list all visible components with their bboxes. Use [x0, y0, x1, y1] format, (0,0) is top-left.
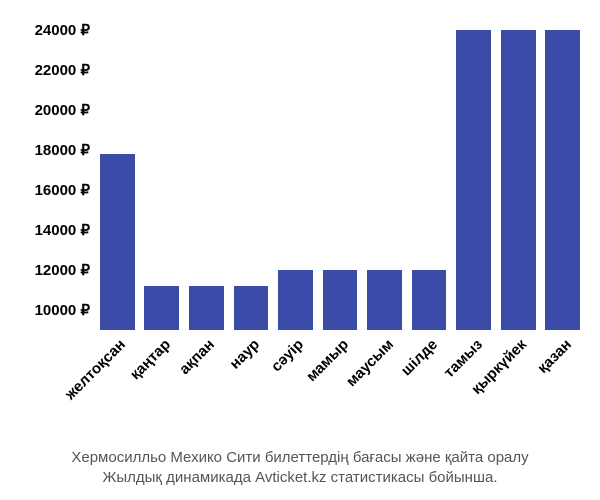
caption-line-1: Хермосилльо Мехико Сити билеттердің баға… [10, 448, 590, 468]
bar [189, 286, 224, 330]
bar [323, 270, 358, 330]
x-axis-labels: желтоқсанқаңтарақпаннаурсәуірмамырмаусым… [95, 330, 585, 440]
y-tick-label: 14000 ₽ [0, 221, 90, 239]
y-axis: 10000 ₽ 12000 ₽ 14000 ₽ 16000 ₽ 18000 ₽ 20000… [0, 30, 90, 330]
caption-line-2: Жылдық динамикада Avticket.kz статистика… [10, 468, 590, 488]
y-tick-label: 12000 ₽ [0, 261, 90, 279]
y-tick-label: 10000 ₽ [0, 301, 90, 319]
y-tick-label: 24000 ₽ [0, 21, 90, 39]
chart-caption: Хермосилльо Мехико Сити билеттердің баға… [0, 448, 600, 489]
bar [234, 286, 269, 330]
y-tick-label: 16000 ₽ [0, 181, 90, 199]
bar [412, 270, 447, 330]
y-tick-label: 22000 ₽ [0, 61, 90, 79]
y-tick-label: 18000 ₽ [0, 141, 90, 159]
plot-area [95, 30, 585, 330]
bar [144, 286, 179, 330]
bar [100, 154, 135, 330]
price-dynamics-chart: 10000 ₽ 12000 ₽ 14000 ₽ 16000 ₽ 18000 ₽ 20000… [0, 0, 600, 500]
bar [367, 270, 402, 330]
bar [456, 30, 491, 330]
bar [278, 270, 313, 330]
y-tick-label: 20000 ₽ [0, 101, 90, 119]
bars-container [95, 30, 585, 330]
bar [501, 30, 536, 330]
bar [545, 30, 580, 330]
